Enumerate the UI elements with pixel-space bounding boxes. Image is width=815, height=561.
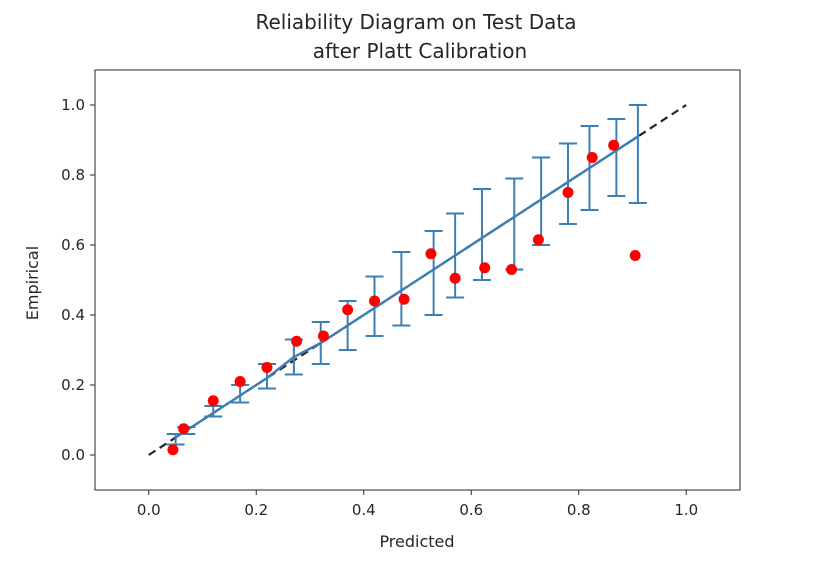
y-tick-label: 0.4 — [61, 306, 85, 324]
y-tick-label: 1.0 — [61, 96, 85, 114]
x-axis-ticks: 0.0 0.2 0.4 0.6 0.8 1.0 — [137, 490, 698, 519]
empirical-point — [291, 335, 303, 347]
y-axis-ticks: 0.0 0.2 0.4 0.6 0.8 1.0 — [61, 96, 95, 464]
x-axis-label: Predicted — [379, 532, 454, 551]
empirical-point — [317, 330, 329, 342]
empirical-point — [479, 262, 491, 274]
chart-title-line1: Reliability Diagram on Test Data — [255, 10, 576, 34]
empirical-point — [398, 293, 410, 305]
empirical-point — [586, 152, 598, 163]
x-tick-label: 1.0 — [674, 501, 698, 519]
empirical-point — [608, 139, 620, 151]
plot-frame — [94, 69, 741, 491]
y-tick-label: 0.8 — [61, 166, 85, 184]
empirical-point — [532, 234, 544, 246]
empirical-point — [629, 250, 641, 261]
errorbar-series — [166, 104, 647, 446]
x-tick-label: 0.0 — [137, 501, 161, 519]
empirical-point — [562, 187, 574, 198]
x-tick-label: 0.6 — [459, 501, 483, 519]
x-tick-label: 0.8 — [567, 501, 591, 519]
empirical-point — [167, 444, 179, 456]
empirical-point — [342, 304, 354, 316]
empirical-point — [261, 362, 273, 373]
empirical-point — [369, 295, 380, 307]
y-axis-label: Empirical — [23, 246, 42, 320]
y-tick-label: 0.0 — [61, 446, 85, 464]
x-tick-label: 0.2 — [244, 501, 268, 519]
empirical-point — [234, 376, 246, 387]
empirical-points-series — [167, 139, 641, 456]
chart-title-line2: after Platt Calibration — [313, 39, 527, 63]
empirical-point — [425, 248, 437, 260]
y-tick-label: 0.6 — [61, 236, 85, 254]
empirical-point — [449, 272, 461, 284]
x-tick-label: 0.4 — [352, 501, 376, 519]
y-tick-label: 0.2 — [61, 376, 85, 394]
empirical-point — [178, 423, 190, 435]
empirical-point — [207, 395, 219, 407]
empirical-point — [506, 264, 518, 275]
